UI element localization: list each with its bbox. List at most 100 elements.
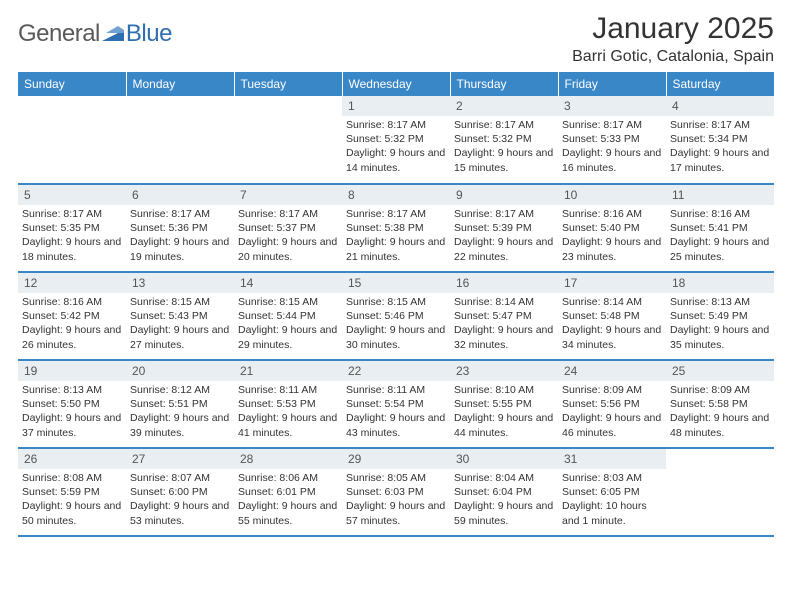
- day-number: 24: [558, 361, 666, 381]
- day-details: Sunrise: 8:07 AMSunset: 6:00 PMDaylight:…: [126, 469, 234, 532]
- day-details: Sunrise: 8:10 AMSunset: 5:55 PMDaylight:…: [450, 381, 558, 444]
- calendar-week: 26Sunrise: 8:08 AMSunset: 5:59 PMDayligh…: [18, 448, 774, 536]
- calendar-week: 19Sunrise: 8:13 AMSunset: 5:50 PMDayligh…: [18, 360, 774, 448]
- day-number: 8: [342, 185, 450, 205]
- day-number: 6: [126, 185, 234, 205]
- day-details: Sunrise: 8:09 AMSunset: 5:58 PMDaylight:…: [666, 381, 774, 444]
- calendar-cell: 24Sunrise: 8:09 AMSunset: 5:56 PMDayligh…: [558, 360, 666, 448]
- day-details: Sunrise: 8:17 AMSunset: 5:32 PMDaylight:…: [450, 116, 558, 179]
- day-number: 21: [234, 361, 342, 381]
- logo-word1: General: [18, 20, 100, 48]
- day-header-thursday: Thursday: [450, 72, 558, 96]
- day-number: 20: [126, 361, 234, 381]
- calendar-cell: 8Sunrise: 8:17 AMSunset: 5:38 PMDaylight…: [342, 184, 450, 272]
- day-details: Sunrise: 8:09 AMSunset: 5:56 PMDaylight:…: [558, 381, 666, 444]
- calendar-week: ......1Sunrise: 8:17 AMSunset: 5:32 PMDa…: [18, 96, 774, 184]
- day-number: 5: [18, 185, 126, 205]
- day-number: 17: [558, 273, 666, 293]
- day-header-saturday: Saturday: [666, 72, 774, 96]
- day-header-sunday: Sunday: [18, 72, 126, 96]
- day-details: Sunrise: 8:13 AMSunset: 5:49 PMDaylight:…: [666, 293, 774, 356]
- calendar-cell: 7Sunrise: 8:17 AMSunset: 5:37 PMDaylight…: [234, 184, 342, 272]
- day-number: 18: [666, 273, 774, 293]
- day-number: 12: [18, 273, 126, 293]
- day-details: Sunrise: 8:12 AMSunset: 5:51 PMDaylight:…: [126, 381, 234, 444]
- calendar-cell: ..: [234, 96, 342, 184]
- calendar-cell: 27Sunrise: 8:07 AMSunset: 6:00 PMDayligh…: [126, 448, 234, 536]
- title-block: January 2025 Barri Gotic, Catalonia, Spa…: [572, 12, 774, 66]
- day-details: Sunrise: 8:11 AMSunset: 5:53 PMDaylight:…: [234, 381, 342, 444]
- calendar-table: SundayMondayTuesdayWednesdayThursdayFrid…: [18, 72, 774, 537]
- day-details: Sunrise: 8:17 AMSunset: 5:32 PMDaylight:…: [342, 116, 450, 179]
- calendar-cell: 30Sunrise: 8:04 AMSunset: 6:04 PMDayligh…: [450, 448, 558, 536]
- day-number: 14: [234, 273, 342, 293]
- day-details: Sunrise: 8:08 AMSunset: 5:59 PMDaylight:…: [18, 469, 126, 532]
- calendar-cell: 9Sunrise: 8:17 AMSunset: 5:39 PMDaylight…: [450, 184, 558, 272]
- day-number: 13: [126, 273, 234, 293]
- day-number: 25: [666, 361, 774, 381]
- calendar-cell: 16Sunrise: 8:14 AMSunset: 5:47 PMDayligh…: [450, 272, 558, 360]
- day-number: 30: [450, 449, 558, 469]
- day-number: 26: [18, 449, 126, 469]
- day-details: Sunrise: 8:06 AMSunset: 6:01 PMDaylight:…: [234, 469, 342, 532]
- calendar-cell: 31Sunrise: 8:03 AMSunset: 6:05 PMDayligh…: [558, 448, 666, 536]
- day-details: Sunrise: 8:15 AMSunset: 5:43 PMDaylight:…: [126, 293, 234, 356]
- day-number: 7: [234, 185, 342, 205]
- day-details: Sunrise: 8:17 AMSunset: 5:35 PMDaylight:…: [18, 205, 126, 268]
- day-header-monday: Monday: [126, 72, 234, 96]
- day-number: 27: [126, 449, 234, 469]
- calendar-week: 12Sunrise: 8:16 AMSunset: 5:42 PMDayligh…: [18, 272, 774, 360]
- day-number: 1: [342, 96, 450, 116]
- calendar-cell: 26Sunrise: 8:08 AMSunset: 5:59 PMDayligh…: [18, 448, 126, 536]
- calendar-cell: 1Sunrise: 8:17 AMSunset: 5:32 PMDaylight…: [342, 96, 450, 184]
- calendar-cell: 2Sunrise: 8:17 AMSunset: 5:32 PMDaylight…: [450, 96, 558, 184]
- day-number: 10: [558, 185, 666, 205]
- calendar-cell: 23Sunrise: 8:10 AMSunset: 5:55 PMDayligh…: [450, 360, 558, 448]
- day-details: Sunrise: 8:03 AMSunset: 6:05 PMDaylight:…: [558, 469, 666, 532]
- header: General Blue January 2025 Barri Gotic, C…: [18, 12, 774, 66]
- calendar-week: 5Sunrise: 8:17 AMSunset: 5:35 PMDaylight…: [18, 184, 774, 272]
- day-details: Sunrise: 8:17 AMSunset: 5:39 PMDaylight:…: [450, 205, 558, 268]
- day-details: Sunrise: 8:11 AMSunset: 5:54 PMDaylight:…: [342, 381, 450, 444]
- location: Barri Gotic, Catalonia, Spain: [572, 48, 774, 66]
- calendar-cell: 15Sunrise: 8:15 AMSunset: 5:46 PMDayligh…: [342, 272, 450, 360]
- day-number: 23: [450, 361, 558, 381]
- calendar-cell: ..: [18, 96, 126, 184]
- calendar-cell: 22Sunrise: 8:11 AMSunset: 5:54 PMDayligh…: [342, 360, 450, 448]
- day-details: Sunrise: 8:17 AMSunset: 5:34 PMDaylight:…: [666, 116, 774, 179]
- day-number: 28: [234, 449, 342, 469]
- day-number: 9: [450, 185, 558, 205]
- day-details: Sunrise: 8:13 AMSunset: 5:50 PMDaylight:…: [18, 381, 126, 444]
- calendar-cell: ..: [666, 448, 774, 536]
- day-number: 4: [666, 96, 774, 116]
- logo: General Blue: [18, 20, 172, 48]
- day-number: 3: [558, 96, 666, 116]
- calendar-cell: 6Sunrise: 8:17 AMSunset: 5:36 PMDaylight…: [126, 184, 234, 272]
- calendar-head: SundayMondayTuesdayWednesdayThursdayFrid…: [18, 72, 774, 96]
- day-number: 31: [558, 449, 666, 469]
- day-details: Sunrise: 8:17 AMSunset: 5:33 PMDaylight:…: [558, 116, 666, 179]
- day-details: Sunrise: 8:16 AMSunset: 5:42 PMDaylight:…: [18, 293, 126, 356]
- day-header-tuesday: Tuesday: [234, 72, 342, 96]
- calendar-cell: 5Sunrise: 8:17 AMSunset: 5:35 PMDaylight…: [18, 184, 126, 272]
- day-details: Sunrise: 8:17 AMSunset: 5:38 PMDaylight:…: [342, 205, 450, 268]
- day-details: Sunrise: 8:14 AMSunset: 5:48 PMDaylight:…: [558, 293, 666, 356]
- day-number: 19: [18, 361, 126, 381]
- day-header-wednesday: Wednesday: [342, 72, 450, 96]
- calendar-cell: 28Sunrise: 8:06 AMSunset: 6:01 PMDayligh…: [234, 448, 342, 536]
- day-details: Sunrise: 8:16 AMSunset: 5:40 PMDaylight:…: [558, 205, 666, 268]
- day-number: 2: [450, 96, 558, 116]
- day-details: Sunrise: 8:14 AMSunset: 5:47 PMDaylight:…: [450, 293, 558, 356]
- calendar-page: General Blue January 2025 Barri Gotic, C…: [0, 0, 792, 612]
- month-title: January 2025: [572, 12, 774, 46]
- logo-mark-icon: [102, 23, 124, 46]
- calendar-cell: ..: [126, 96, 234, 184]
- calendar-cell: 13Sunrise: 8:15 AMSunset: 5:43 PMDayligh…: [126, 272, 234, 360]
- calendar-cell: 10Sunrise: 8:16 AMSunset: 5:40 PMDayligh…: [558, 184, 666, 272]
- day-number: 22: [342, 361, 450, 381]
- day-number: 15: [342, 273, 450, 293]
- day-header-friday: Friday: [558, 72, 666, 96]
- calendar-cell: 18Sunrise: 8:13 AMSunset: 5:49 PMDayligh…: [666, 272, 774, 360]
- day-details: Sunrise: 8:04 AMSunset: 6:04 PMDaylight:…: [450, 469, 558, 532]
- day-details: Sunrise: 8:17 AMSunset: 5:36 PMDaylight:…: [126, 205, 234, 268]
